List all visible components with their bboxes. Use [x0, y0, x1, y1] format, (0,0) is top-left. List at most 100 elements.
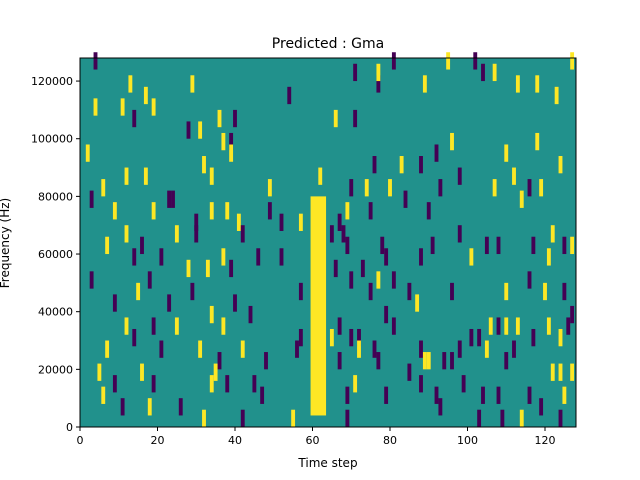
heatmap-cell [419, 340, 423, 358]
heatmap-cell [426, 352, 431, 370]
heatmap-cell [566, 317, 571, 335]
y-tick-label: 0 [66, 421, 73, 434]
heatmap-cell [380, 236, 385, 255]
heatmap-cell [515, 75, 520, 93]
x-tick-label: 80 [383, 434, 397, 447]
heatmap-cell [399, 156, 404, 174]
heatmap-cell [496, 317, 501, 335]
heatmap-cell [101, 179, 106, 197]
heatmap-cell [124, 225, 129, 243]
heatmap-cell [492, 179, 497, 197]
heatmap-cell [225, 375, 230, 393]
heatmap-cell [535, 75, 540, 93]
heatmap-cell [159, 248, 164, 266]
heatmap-cell [337, 317, 342, 335]
heatmap-cell [562, 236, 567, 255]
heatmap-cell [167, 190, 172, 208]
heatmap-cell [527, 386, 532, 404]
heatmap-cell [484, 340, 489, 358]
heatmap-cell [221, 132, 226, 151]
heatmap-cell [329, 225, 334, 243]
heatmap-cell [298, 282, 303, 301]
heatmap-cell [217, 109, 222, 128]
heatmap-cell [318, 167, 323, 185]
heatmap-cell [225, 202, 230, 220]
heatmap-cell [504, 352, 509, 370]
heatmap-cell [434, 386, 439, 404]
heatmap-cell [174, 317, 179, 335]
heatmap-cell [213, 363, 218, 381]
heatmap-cell [519, 409, 524, 427]
heatmap-cell [279, 213, 284, 231]
heatmap-cell [298, 213, 303, 231]
heatmap-cell [120, 398, 125, 416]
heatmap-cell [298, 328, 303, 347]
heatmap-cell [349, 328, 354, 347]
heatmap-cell [93, 98, 98, 116]
heatmap-cell [558, 363, 563, 381]
heatmap-cell [233, 109, 237, 128]
heatmap-cell [132, 328, 137, 347]
heatmap-cell [504, 317, 509, 335]
heatmap-cell [457, 167, 462, 185]
heatmap-cell [550, 225, 555, 243]
heatmap-cell [481, 63, 485, 82]
heatmap-cell [426, 202, 431, 220]
heatmap-cell [360, 259, 365, 278]
x-axis-ticks: 0 20 40 60 80 100 120 [77, 427, 556, 447]
heatmap-cell [132, 109, 137, 128]
heatmap-cell [512, 167, 516, 185]
heatmap-cell [570, 236, 575, 255]
heatmap-cell [85, 144, 90, 162]
heatmap-cell [384, 305, 389, 324]
heatmap-cell [229, 259, 234, 278]
heatmap-cell [391, 52, 396, 70]
heatmap-cell [151, 202, 156, 220]
y-tick-label: 80000 [38, 190, 73, 203]
x-tick-label: 60 [306, 434, 320, 447]
heatmap-cell [198, 121, 203, 139]
heatmap-cell [194, 225, 199, 243]
heatmap-cell [233, 294, 237, 312]
y-tick-label: 40000 [38, 306, 73, 319]
heatmap-cell [539, 398, 544, 416]
heatmap-cell [376, 75, 381, 93]
heatmap-cell [442, 352, 447, 370]
heatmap-cell [190, 75, 195, 93]
chart-title: Predicted : Gma [272, 36, 384, 52]
heatmap-cell [209, 167, 214, 185]
heatmap-cell [151, 375, 156, 393]
heatmap-cell [450, 352, 454, 370]
heatmap-cell [333, 109, 338, 128]
heatmap-cell [186, 259, 191, 278]
heatmap-cell [535, 132, 540, 151]
heatmap-cell [364, 179, 369, 197]
heatmap-cell [450, 132, 454, 151]
heatmap-bright-band [310, 196, 327, 416]
heatmap-cell [128, 75, 133, 93]
heatmap-cell [221, 248, 226, 266]
heatmap-cell [167, 294, 172, 312]
heatmap-cell [147, 271, 152, 289]
heatmap-cell [205, 259, 210, 278]
heatmap-cell [194, 213, 199, 231]
heatmap-cell [291, 409, 296, 427]
heatmap-cell [345, 202, 350, 220]
heatmap-cell [422, 75, 427, 93]
heatmap-cell [446, 52, 451, 70]
heatmap-cell [376, 271, 381, 289]
plot-area [79, 52, 577, 428]
x-tick-label: 20 [151, 434, 165, 447]
y-axis-ticks: 0 20000 40000 60000 80000 100000 120000 [31, 75, 80, 434]
heatmap-cell [143, 86, 148, 105]
heatmap-cell [143, 167, 148, 185]
heatmap-cell [562, 282, 567, 301]
heatmap-cell [112, 375, 117, 393]
heatmap-cell [496, 236, 501, 255]
heatmap-cell [140, 236, 144, 255]
heatmap-cell [357, 328, 361, 347]
heatmap-cell [550, 363, 555, 381]
heatmap-cell [450, 282, 454, 301]
x-tick-label: 40 [228, 434, 242, 447]
